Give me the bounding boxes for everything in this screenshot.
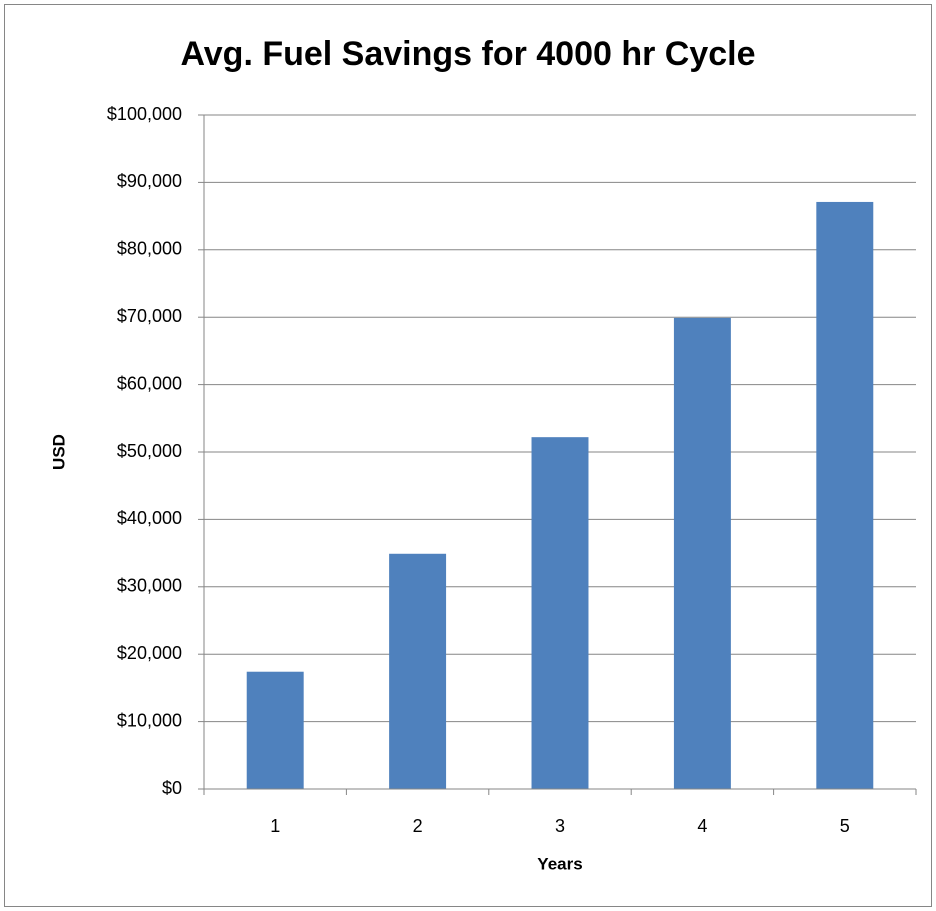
bar bbox=[673, 317, 731, 789]
y-tick-label: $20,000 bbox=[117, 643, 182, 663]
chart-title: Avg. Fuel Savings for 4000 hr Cycle bbox=[180, 35, 755, 73]
x-tick-label: 2 bbox=[413, 816, 423, 836]
bar bbox=[816, 201, 874, 790]
bar bbox=[531, 437, 589, 789]
bar bbox=[389, 553, 447, 789]
x-tick-label: 1 bbox=[270, 816, 280, 836]
y-tick-label: $80,000 bbox=[117, 239, 182, 259]
y-tick-label: $60,000 bbox=[117, 373, 182, 393]
y-tick-label: $90,000 bbox=[117, 171, 182, 191]
chart-border bbox=[4, 4, 932, 907]
y-tick-label: $10,000 bbox=[117, 710, 182, 730]
x-tick-label: 4 bbox=[697, 816, 707, 836]
y-tick-label: $0 bbox=[162, 778, 182, 798]
x-tick-label: 3 bbox=[555, 816, 565, 836]
x-tick-label: 5 bbox=[840, 816, 850, 836]
y-tick-label: $50,000 bbox=[117, 441, 182, 461]
x-axis-label: Years bbox=[537, 854, 582, 873]
y-tick-label: $100,000 bbox=[107, 104, 182, 124]
y-tick-label: $30,000 bbox=[117, 576, 182, 596]
y-tick-label: $70,000 bbox=[117, 306, 182, 326]
bar bbox=[246, 671, 304, 789]
y-axis-label: USD bbox=[49, 434, 68, 470]
y-tick-label: $40,000 bbox=[117, 508, 182, 528]
